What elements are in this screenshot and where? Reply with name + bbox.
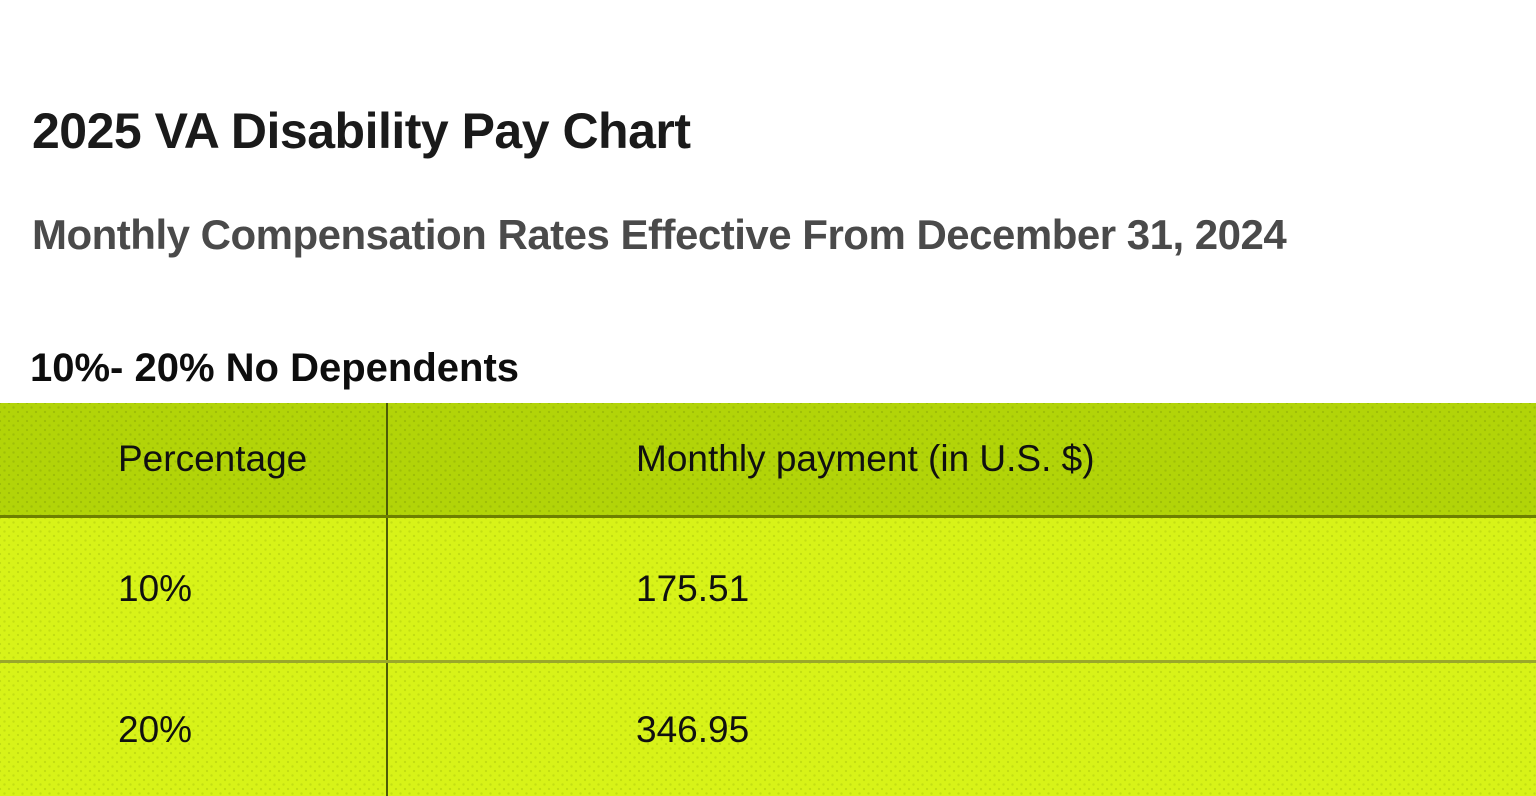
cell-monthly-payment: 175.51 xyxy=(636,568,750,609)
section-heading: 10%- 20% No Dependents xyxy=(30,346,520,390)
table-row: 20% 346.95 xyxy=(0,663,1536,796)
cell-percentage: 10% xyxy=(0,518,388,660)
cell-monthly-payment: 346.95 xyxy=(636,708,750,750)
table-header-row: Percentage Monthly payment (in U.S. $) xyxy=(0,403,1536,518)
column-header-monthly-payment: Monthly payment (in U.S. $) xyxy=(636,438,1095,479)
page-title: 2025 VA Disability Pay Chart xyxy=(32,102,691,159)
cell-percentage: 20% xyxy=(0,663,388,796)
pay-rate-table: Percentage Monthly payment (in U.S. $) 1… xyxy=(0,403,1536,796)
page-subtitle: Monthly Compensation Rates Effective Fro… xyxy=(32,210,1287,258)
column-header-percentage: Percentage xyxy=(0,403,388,515)
table-row: 10% 175.51 xyxy=(0,518,1536,663)
